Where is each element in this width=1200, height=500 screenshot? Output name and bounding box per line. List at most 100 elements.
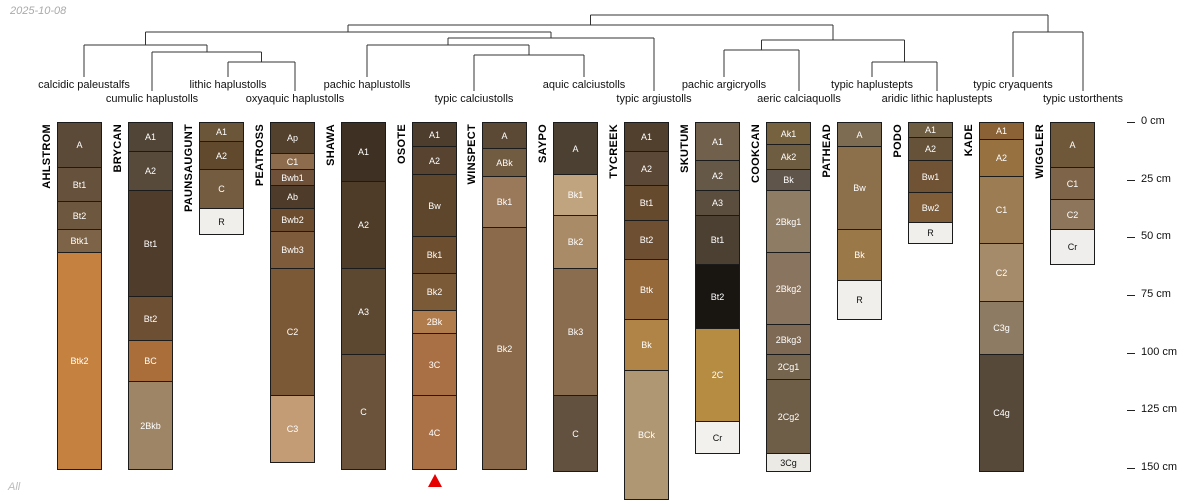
horizon: Ap	[271, 123, 314, 153]
horizon: Bt2	[625, 220, 668, 259]
horizon: C3g	[980, 301, 1023, 354]
horizon-label: 2Bkb	[140, 420, 161, 431]
horizon-label: Ab	[286, 192, 298, 202]
horizon-label: Bt1	[143, 238, 158, 249]
profile-column: A1 A2 A3 Bt1 Bt2 2C Cr	[695, 122, 740, 454]
horizon-label: A	[76, 140, 83, 150]
horizon: Bk1	[483, 176, 526, 227]
horizon-label: A2	[428, 155, 440, 166]
horizon: Bw1	[909, 160, 952, 192]
horizon-label: C1	[286, 156, 299, 167]
horizon-label: Bk3	[567, 327, 584, 337]
profile-column: A1 A2 Bt1 Bt2 BC 2Bkb	[128, 122, 173, 470]
horizon: Cr	[1051, 229, 1094, 264]
depth-tick-label: 125 cm	[1141, 403, 1178, 415]
horizon: A1	[696, 123, 739, 160]
depth-tick-label: 150 cm	[1141, 461, 1178, 473]
horizon: C	[554, 395, 597, 471]
horizon-label: 3C	[428, 359, 441, 370]
horizon: A3	[342, 268, 385, 354]
horizon-label: C	[572, 428, 579, 439]
group-label: typic calciustolls	[434, 93, 514, 105]
horizon-label: A3	[711, 198, 723, 208]
horizon-label: Bwb3	[281, 245, 304, 255]
horizon-label: Bw1	[921, 171, 940, 182]
horizon: Ak2	[767, 144, 810, 169]
horizon: Ab	[271, 185, 314, 208]
group-label: oxyaquic haplustolls	[245, 93, 345, 105]
horizon-label: A1	[144, 132, 156, 142]
profile-name: OSOTE	[396, 124, 408, 165]
horizon: A	[483, 123, 526, 148]
horizon-label: Bk	[783, 175, 794, 185]
horizon: A1	[342, 123, 385, 181]
horizon: Ak1	[767, 123, 810, 144]
depth-tick-label: 100 cm	[1141, 346, 1178, 358]
horizon: C	[342, 354, 385, 469]
horizon-label: ABk	[496, 157, 513, 168]
horizon-label: A2	[357, 220, 369, 230]
horizon: A2	[625, 151, 668, 185]
horizon-label: C3g	[993, 323, 1010, 333]
horizon: 2C	[696, 328, 739, 421]
depth-tick-label: 75 cm	[1141, 288, 1171, 300]
profile-name: KADE	[963, 124, 975, 157]
profile-column: Ak1 Ak2 Bk 2Bkg1 2Bkg2 2Bkg3 2Cg1 2Cg2 3Cg	[766, 122, 811, 472]
profile-name: BRYCAN	[112, 124, 124, 173]
horizon-label: Bt2	[710, 291, 725, 302]
depth-tick	[1127, 468, 1135, 469]
horizon-label: Bt1	[72, 179, 87, 190]
horizon: 2Bk	[413, 310, 456, 333]
horizon: BCk	[625, 370, 668, 499]
horizon: C2	[1051, 199, 1094, 229]
profile-name: TYCREEK	[608, 124, 620, 179]
profile-name: COOKCAN	[750, 124, 762, 183]
horizon: A	[58, 123, 101, 167]
horizon-label: Cr	[1067, 242, 1078, 252]
horizon-label: A	[501, 130, 508, 141]
horizon: A2	[980, 139, 1023, 176]
horizon-label: Bt2	[72, 210, 87, 221]
horizon: Btk	[625, 259, 668, 319]
horizon-label: A1	[215, 127, 227, 137]
horizon-label: R	[218, 216, 225, 227]
profile-column: A Bw Bk R	[837, 122, 882, 320]
horizon: A	[1051, 123, 1094, 167]
horizon-label: Bwb2	[281, 215, 304, 225]
horizon: C3	[271, 395, 314, 462]
horizon-label: 2C	[711, 370, 724, 380]
horizon: C2	[980, 243, 1023, 301]
horizon: R	[838, 280, 881, 319]
profile-column: A1 A2 Bw Bk1 Bk2 2Bk 3C 4C	[412, 122, 457, 470]
profile-column: A1 A2 C1 C2 C3g C4g	[979, 122, 1024, 472]
horizon-label: C2	[286, 327, 299, 337]
horizon: Cr	[696, 421, 739, 453]
profile-column: A1 A2 Bt1 Bt2 Btk Bk BCk	[624, 122, 669, 500]
horizon: 2Cg2	[767, 379, 810, 453]
profile-column: A ABk Bk1 Bk2	[482, 122, 527, 470]
horizon-label: Bk2	[567, 237, 584, 247]
horizon-label: Bt1	[710, 235, 725, 245]
horizon: A1	[129, 123, 172, 151]
horizon: A1	[980, 123, 1023, 139]
horizon-label: A1	[428, 129, 440, 140]
horizon-label: A3	[357, 306, 369, 317]
horizon-label: 4C	[428, 427, 441, 438]
horizon-label: Btk2	[70, 356, 89, 366]
horizon-label: A	[856, 129, 863, 140]
horizon: 2Bkb	[129, 381, 172, 469]
group-label: typic haplustepts	[831, 79, 913, 91]
horizon-label: Bwb1	[281, 172, 304, 183]
horizon-label: Bk1	[567, 190, 584, 200]
horizon: 2Bkg1	[767, 190, 810, 252]
horizon-label: C2	[1066, 209, 1079, 220]
horizon-label: Bw2	[921, 202, 940, 213]
dendrogram	[83, 14, 1084, 91]
horizon-label: Bt1	[639, 198, 654, 208]
profile-name: SAYPO	[537, 124, 549, 164]
horizon: Bwb2	[271, 208, 314, 231]
profile-column: Ap C1 Bwb1 Ab Bwb2 Bwb3 C2 C3	[270, 122, 315, 463]
horizon: ABk	[483, 148, 526, 176]
depth-tick	[1127, 410, 1135, 411]
